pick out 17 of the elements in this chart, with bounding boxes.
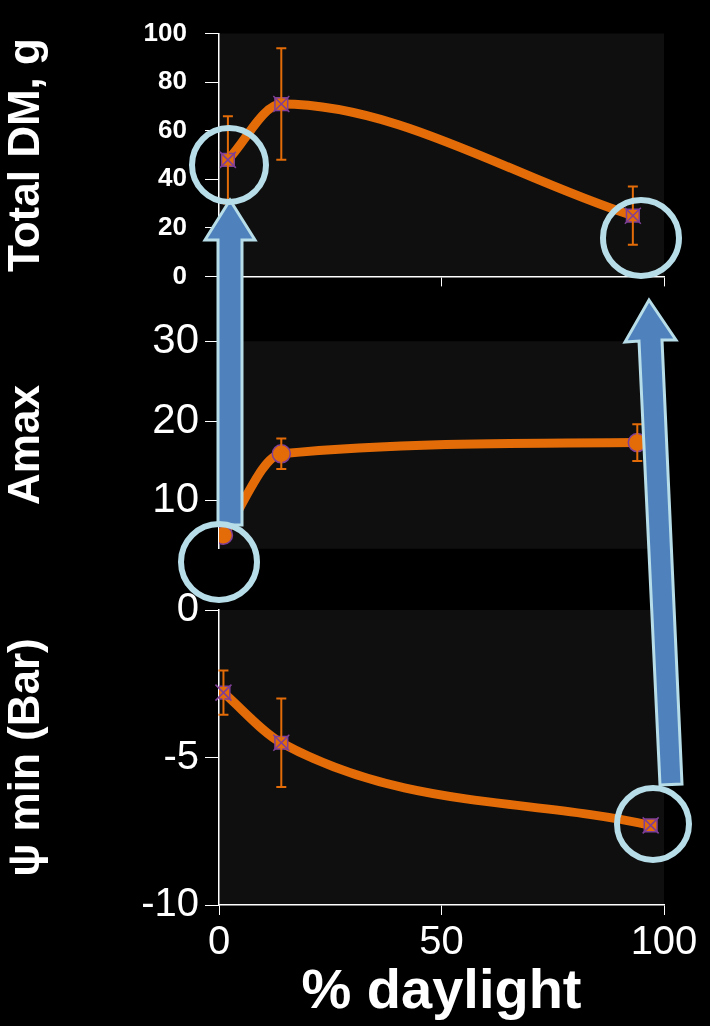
y-tick-label: -10 (141, 880, 199, 925)
x-tick-label: 100 (630, 918, 698, 963)
y-axis-title: Total DM, g (0, 38, 48, 272)
y-tick-label: -5 (163, 732, 199, 777)
y-tick-label: 100 (143, 16, 187, 47)
y-tick-label: 40 (158, 162, 187, 193)
y-tick-label: 30 (152, 314, 199, 362)
y-tick-label: 10 (152, 474, 199, 522)
y-tick-label: 0 (176, 585, 199, 630)
y-tick-label: 20 (152, 394, 199, 442)
y-axis-title: Amax (0, 384, 48, 505)
x-tick-label: 0 (207, 918, 231, 963)
y-axis-title: ψ min (Bar) (0, 638, 48, 877)
y-tick-label: 60 (158, 113, 187, 144)
y-tick-label: 20 (158, 211, 187, 242)
y-tick-label: 0 (172, 259, 187, 290)
y-tick-label: 80 (158, 65, 187, 96)
